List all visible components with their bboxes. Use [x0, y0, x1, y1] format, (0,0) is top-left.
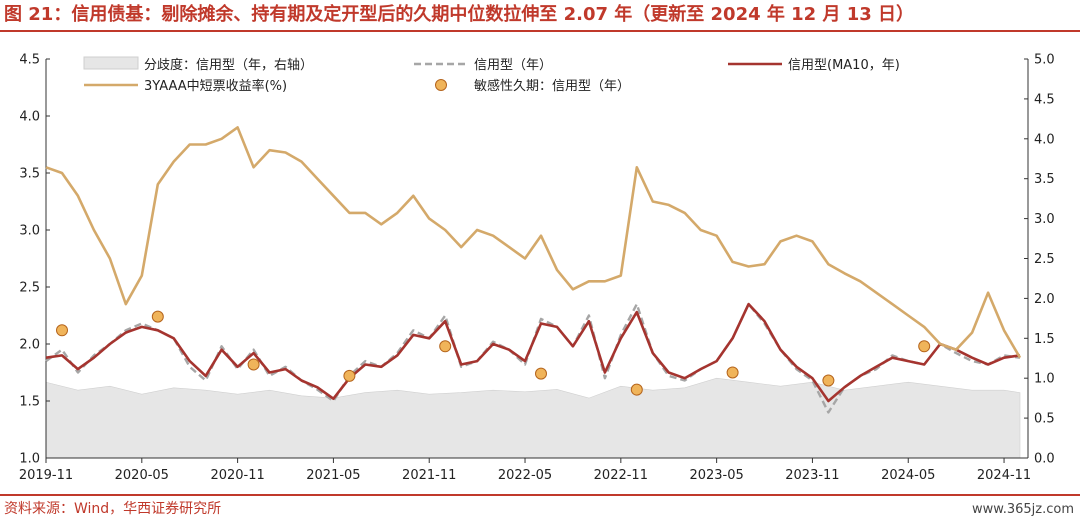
y-right-tick-label: 3.5	[1034, 172, 1055, 187]
x-tick-label: 2022-11	[594, 468, 648, 483]
watermark: www.365jz.com	[972, 502, 1074, 517]
x-tick-label: 2020-05	[115, 468, 169, 483]
x-tick-label: 2023-05	[689, 468, 743, 483]
y-right-tick-label: 4.0	[1034, 132, 1055, 147]
sensitivity-duration-point	[439, 340, 452, 353]
legend-label: 敏感性久期：信用型（年）	[474, 78, 630, 94]
y-left-tick-label: 4.5	[19, 53, 40, 68]
title-divider	[0, 30, 1080, 32]
y-right-tick-label: 0.5	[1034, 412, 1055, 427]
y-left-tick-label: 2.0	[19, 338, 40, 353]
divergence-area-series	[45, 377, 1021, 459]
x-tick-label: 2024-05	[881, 468, 935, 483]
y-right-tick-label: 3.0	[1034, 212, 1055, 227]
y-left-tick-label: 3.0	[19, 224, 40, 239]
y-right-tick-label: 1.0	[1034, 372, 1055, 387]
chart-title: 图 21：信用债基：剔除摊余、持有期及定开型后的久期中位数拉伸至 2.07 年（…	[4, 4, 915, 25]
legend-item: 信用型（年）	[414, 58, 552, 73]
y-right-tick-label: 1.5	[1034, 332, 1055, 347]
axes: 1.0 1.5 2.0 2.5 3.0 3.5 4.0 4.5 0.0 0.5 1.0 1.5 2.0 2…	[19, 53, 1055, 484]
y-left-tick-label: 1.0	[19, 452, 40, 467]
x-tick-label: 2020-11	[210, 468, 264, 483]
x-tick-label: 2021-05	[306, 468, 360, 483]
x-tick-label: 2024-11	[977, 468, 1031, 483]
legend-label: 信用型（年）	[474, 58, 552, 73]
y-left-tick-label: 4.0	[19, 110, 40, 125]
x-tick-label: 2022-05	[498, 468, 552, 483]
sensitivity-duration-point	[56, 324, 68, 337]
legend-swatch	[83, 56, 139, 70]
yield-3yaaa-line	[45, 126, 1022, 359]
y-right-tick-label: 5.0	[1034, 53, 1055, 68]
line-series	[45, 126, 1022, 414]
sensitivity-duration-point	[822, 374, 835, 387]
sensitivity-duration-point	[918, 340, 931, 353]
y-right-tick-label: 2.5	[1034, 252, 1055, 267]
y-left-tick-label: 1.5	[19, 395, 40, 410]
credit-duration-ma10-line	[45, 302, 1021, 403]
sensitivity-duration-points	[56, 310, 931, 396]
legend: 分歧度：信用型（年，右轴） 信用型（年） 信用型(MA10，年) 3YAAA中短票收益…	[83, 56, 900, 94]
sensitivity-duration-point	[247, 358, 260, 371]
y-right-tick-label: 4.5	[1034, 92, 1055, 107]
legend-item: 敏感性久期：信用型（年）	[435, 78, 630, 94]
sensitivity-duration-point	[343, 369, 356, 382]
x-tick-label: 2021-11	[402, 468, 456, 483]
y-right-tick-label: 2.0	[1034, 292, 1055, 307]
legend-item: 3YAAA中短票收益率(%)	[84, 78, 287, 94]
x-tick-label: 2019-11	[19, 468, 73, 483]
legend-item: 分歧度：信用型（年，右轴）	[83, 56, 313, 73]
legend-label: 信用型(MA10，年)	[788, 58, 900, 73]
y-left-tick-label: 2.5	[19, 281, 40, 296]
legend-label: 分歧度：信用型（年，右轴）	[144, 57, 313, 73]
source-note: 资料来源：Wind，华西证券研究所	[4, 501, 222, 517]
y-right-tick-label: 0.0	[1034, 452, 1055, 467]
sensitivity-duration-point	[726, 366, 739, 379]
source-divider	[0, 494, 1080, 496]
chart: 1.0 1.5 2.0 2.5 3.0 3.5 4.0 4.5 0.0 0.5 1.0 1.5 2.0 2…	[19, 53, 1055, 484]
sensitivity-duration-point	[535, 367, 547, 380]
y-left-tick-label: 3.5	[19, 167, 40, 182]
sensitivity-duration-point	[630, 383, 643, 396]
legend-item: 信用型(MA10，年)	[728, 58, 900, 73]
legend-swatch	[435, 79, 447, 91]
divergence-area	[45, 377, 1021, 459]
x-tick-label: 2023-11	[785, 468, 839, 483]
sensitivity-duration-point	[151, 310, 164, 323]
legend-label: 3YAAA中短票收益率(%)	[144, 78, 287, 94]
